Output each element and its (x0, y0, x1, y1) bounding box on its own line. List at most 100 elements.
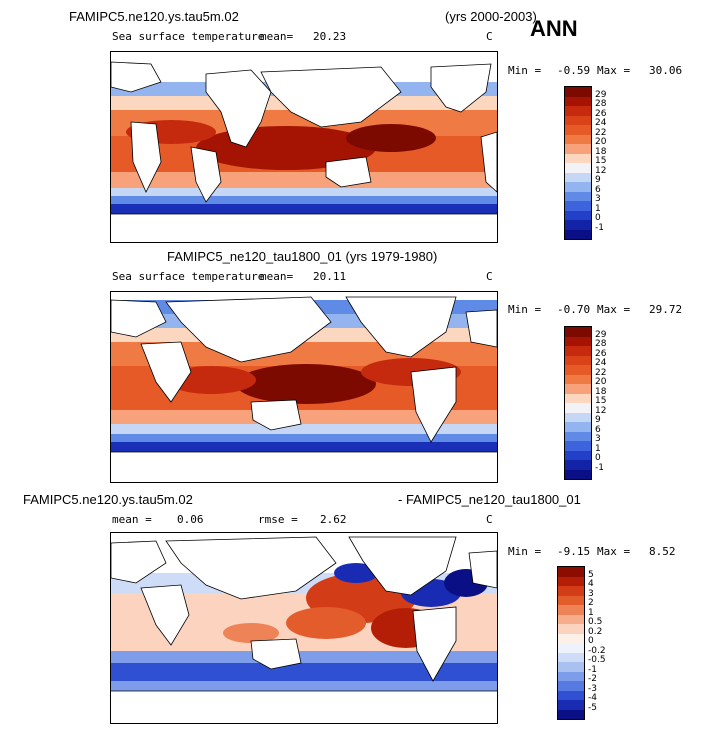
warm-pool (236, 364, 376, 404)
colorbar-swatch (565, 163, 591, 173)
panel3-mean-label: mean = (112, 513, 152, 526)
colorbar-tick-label: 29 (595, 89, 607, 100)
colorbar-swatch (565, 469, 591, 479)
panel1-colorbar (564, 86, 592, 240)
colorbar-tick-label: -1 (595, 222, 604, 233)
land-south-america (410, 366, 457, 443)
colorbar-tick-label: -0.5 (588, 655, 606, 665)
sst-band-south-2 (111, 434, 497, 442)
colorbar-swatch (565, 384, 591, 394)
land-europe (111, 540, 167, 584)
panel3-max-value: 8.52 (649, 545, 676, 558)
sst-band-south-3 (111, 188, 497, 196)
panel3-rmse-label: rmse = (258, 513, 298, 526)
colorbar-tick-label: 15 (595, 156, 607, 166)
land-asia (260, 66, 402, 128)
land-africa-south (190, 146, 222, 203)
colorbar-tick-label: 29 (595, 329, 607, 340)
colorbar-swatch (558, 681, 584, 691)
panel1-units: C (486, 30, 493, 43)
colorbar-tick-label: 22 (595, 127, 607, 138)
panel3-map-svg (111, 533, 497, 723)
panel1-mean-value: 20.23 (313, 30, 347, 43)
colorbar-swatch (565, 460, 591, 470)
land-europe-east (468, 550, 497, 589)
panel2-map (110, 291, 498, 483)
colorbar-tick-label: 26 (595, 348, 607, 359)
land-africa (140, 341, 192, 403)
colorbar-swatch (558, 643, 584, 653)
colorbar-tick-label: 22 (595, 367, 607, 378)
colorbar-tick-label: 2 (588, 598, 594, 608)
sst-band-south (111, 204, 497, 214)
colorbar-swatch (558, 662, 584, 672)
colorbar-tick-label: 1 (595, 203, 601, 214)
sst-band-south-4 (111, 172, 497, 188)
colorbar-swatch (565, 182, 591, 192)
panel3-max-label: Max = (597, 545, 631, 558)
colorbar-tick-label: 20 (595, 377, 607, 387)
sst-band-south-4 (111, 410, 497, 424)
colorbar-tick-label: -0.2 (588, 645, 606, 656)
colorbar-tick-label: 24 (595, 358, 607, 368)
panel3-colorbar (557, 566, 585, 720)
colorbar-tick-label: 12 (595, 165, 607, 176)
colorbar-swatch (558, 605, 584, 615)
colorbar-tick-label: -4 (588, 693, 597, 703)
colorbar-tick-label: 18 (595, 386, 607, 397)
diff-warm-pacific-2 (286, 607, 366, 639)
colorbar-swatch (565, 355, 591, 366)
colorbar-swatch (565, 201, 591, 211)
panel2-min-value: -0.70 (557, 303, 591, 316)
colorbar-tick-label: 28 (595, 99, 607, 109)
land-antarctica (111, 214, 497, 242)
colorbar-swatch (565, 422, 591, 432)
colorbar-tick-label: 0 (595, 213, 601, 223)
colorbar-tick-label: 3 (595, 434, 601, 444)
colorbar-swatch (565, 403, 591, 413)
colorbar-swatch (565, 191, 591, 202)
panel1-min-value: -0.59 (557, 64, 591, 77)
colorbar-tick-label: 3 (588, 588, 594, 599)
land-asia (165, 536, 337, 600)
sst-band-south-2 (111, 196, 497, 204)
colorbar-swatch (558, 586, 584, 596)
land-asia (165, 296, 332, 363)
colorbar-tick-label: -5 (588, 702, 597, 713)
colorbar-tick-label: 12 (595, 405, 607, 416)
colorbar-tick-label: 20 (595, 137, 607, 147)
colorbar-swatch (565, 125, 591, 135)
land-europe-east (465, 309, 497, 348)
land-north-america-west (111, 61, 162, 93)
colorbar-tick-label: 26 (595, 108, 607, 119)
colorbar-swatch (565, 229, 591, 239)
colorbar-tick-label: 18 (595, 146, 607, 157)
panel1-variable: Sea surface temperature (112, 30, 265, 43)
panel3-case-right: - FAMIPC5_ne120_tau1800_01 (398, 492, 581, 507)
panel2-colorbar (564, 326, 592, 480)
colorbar-swatch (565, 365, 591, 375)
colorbar-swatch (565, 210, 591, 221)
land-europe-africa (205, 69, 272, 148)
colorbar-tick-label: 0.5 (588, 617, 603, 627)
land-africa (140, 584, 190, 646)
colorbar-tick-label: 6 (595, 424, 601, 435)
land-south-america (412, 606, 457, 682)
panel1-min-label: Min = (508, 64, 542, 77)
overall-title: ANN (530, 16, 578, 41)
colorbar-tick-label: -3 (588, 683, 597, 694)
panel3-min-label: Min = (508, 545, 542, 558)
colorbar-swatch (558, 652, 584, 663)
panel2-units: C (486, 270, 493, 283)
panel3-map (110, 532, 498, 724)
colorbar-swatch (565, 144, 591, 154)
panel2-mean-value: 20.11 (313, 270, 347, 283)
colorbar-swatch (565, 374, 591, 385)
colorbar-swatch (558, 624, 584, 634)
colorbar-swatch (558, 671, 584, 682)
colorbar-swatch (565, 327, 591, 337)
colorbar-swatch (565, 115, 591, 126)
land-antarctica (111, 691, 497, 723)
sst-band-south-3 (111, 424, 497, 434)
colorbar-swatch (565, 450, 591, 461)
